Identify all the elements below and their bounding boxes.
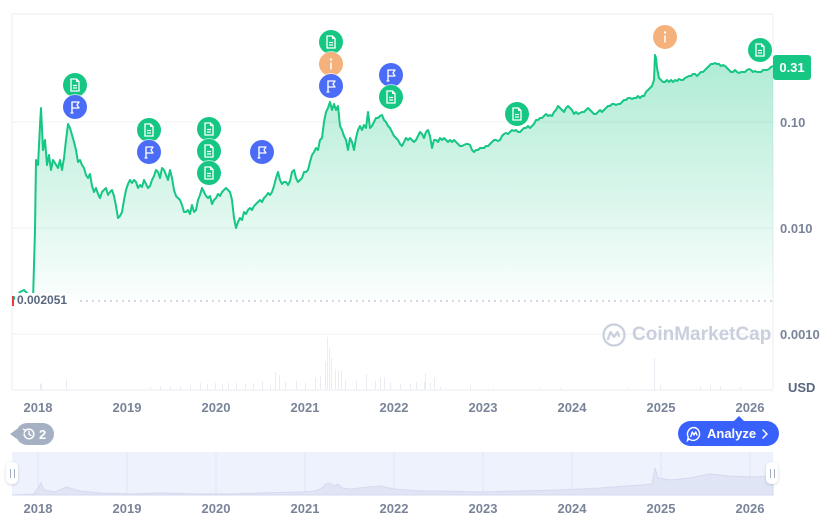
news-marker[interactable] (197, 117, 221, 141)
x-axis-label-2018: 2018 (23, 400, 53, 415)
flag-icon (386, 69, 396, 82)
x-axis-label-2019: 2019 (112, 400, 142, 415)
grip-icon (769, 468, 775, 478)
navigator-label-2026: 2026 (735, 501, 765, 516)
news-marker[interactable] (379, 85, 403, 109)
navigator-label-2024: 2024 (557, 501, 587, 516)
navigator-left-handle[interactable] (6, 462, 18, 484)
price-line (12, 54, 774, 301)
x-axis-label-2025: 2025 (646, 400, 676, 415)
x-axis-label-2022: 2022 (379, 400, 409, 415)
navigator-label-2018: 2018 (23, 501, 53, 516)
flag-icon (326, 80, 336, 93)
analyze-label: Analyze (707, 426, 757, 441)
news-marker[interactable] (197, 161, 221, 185)
document-icon (386, 90, 396, 104)
current-price-badge: 0.31 (773, 55, 811, 80)
x-axis-label-2021: 2021 (290, 400, 320, 415)
news-marker[interactable] (63, 73, 87, 97)
milestone-flag-marker[interactable] (250, 140, 274, 164)
currency-unit-label: USD (788, 380, 816, 395)
info-icon (329, 58, 333, 70)
document-icon (144, 123, 154, 137)
document-icon (326, 35, 336, 49)
price-area (13, 55, 773, 300)
info-marker[interactable] (653, 25, 677, 49)
document-icon (70, 78, 80, 92)
navigator-label-2020: 2020 (201, 501, 231, 516)
history-clock-icon (22, 428, 35, 440)
y-axis-label-0.010: 0.010 (780, 221, 813, 236)
cmc-ai-chat-icon (686, 426, 701, 442)
document-icon (204, 144, 214, 158)
document-icon (204, 166, 214, 180)
y-axis-label-0.10: 0.10 (780, 115, 806, 130)
milestone-flag-marker[interactable] (137, 140, 161, 164)
flag-icon (144, 146, 154, 159)
coinmarketcap-watermark: CoinMarketCap (602, 323, 771, 347)
milestone-flag-marker[interactable] (63, 95, 87, 119)
navigator-label-2021: 2021 (290, 501, 320, 516)
x-axis-label-2020: 2020 (201, 400, 231, 415)
document-icon (755, 43, 765, 57)
analyze-button[interactable]: Analyze (678, 416, 780, 446)
x-axis-label-2024: 2024 (557, 400, 587, 415)
navigator-label-2023: 2023 (468, 501, 498, 516)
coinmarketcap-logo-icon (602, 323, 626, 347)
x-axis-label-2026: 2026 (735, 400, 765, 415)
flag-icon (257, 146, 267, 159)
history-events-badge[interactable]: 2 (9, 423, 55, 445)
milestone-flag-marker[interactable] (379, 63, 403, 87)
navigator-right-handle[interactable] (766, 462, 778, 484)
info-marker[interactable] (319, 52, 343, 76)
watermark-text: CoinMarketCap (632, 324, 772, 345)
navigator-label-2025: 2025 (646, 501, 676, 516)
milestone-flag-marker[interactable] (319, 74, 343, 98)
info-icon (663, 31, 667, 43)
y-axis-label-0.0010: 0.0010 (780, 327, 820, 342)
navigator-label-2019: 2019 (112, 501, 142, 516)
news-marker[interactable] (748, 38, 772, 62)
document-icon (512, 107, 522, 121)
chevron-right-icon (762, 428, 768, 439)
grip-icon (9, 468, 15, 478)
news-marker[interactable] (197, 139, 221, 163)
history-count: 2 (39, 426, 47, 442)
x-axis-label-2023: 2023 (468, 400, 498, 415)
start-price-label: 0.002051 (15, 293, 70, 307)
volume-bars (40, 337, 741, 390)
document-icon (204, 122, 214, 136)
news-marker[interactable] (319, 30, 343, 54)
news-marker[interactable] (137, 118, 161, 142)
news-marker[interactable] (505, 102, 529, 126)
navigator-label-2022: 2022 (379, 501, 409, 516)
flag-icon (70, 101, 80, 114)
navigator-mini-chart (11, 452, 774, 496)
